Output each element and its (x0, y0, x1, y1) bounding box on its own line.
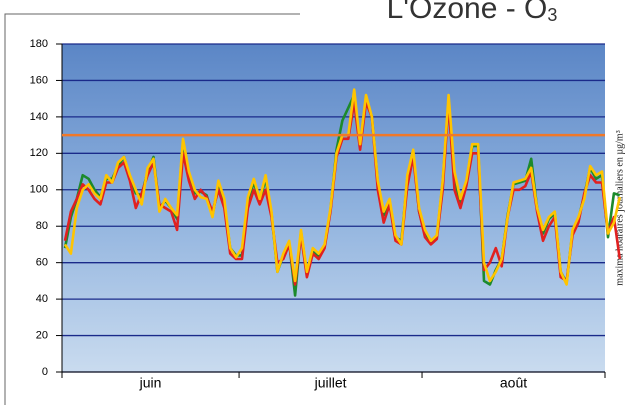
y-tick-label: 180 (30, 38, 48, 50)
chart-title: L'Ozone - O3 (387, 0, 558, 25)
y-tick-label: 40 (36, 293, 48, 305)
x-section-label: juin (139, 375, 162, 391)
y-tick-label: 0 (42, 366, 48, 378)
y-tick-label: 20 (36, 329, 48, 341)
plot-area (62, 44, 605, 372)
chart: L'Ozone - O3 maxima hoaraires journalier… (0, 0, 630, 410)
x-section-label: juillet (314, 375, 347, 391)
y-tick-label: 80 (36, 220, 48, 232)
y-tick-label: 140 (30, 111, 48, 123)
title-sub: 3 (547, 5, 557, 25)
y-tick-label: 60 (36, 257, 48, 269)
y-tick-label: 100 (30, 184, 48, 196)
x-section-label: août (500, 375, 527, 391)
title-main: L'Ozone - O (387, 0, 548, 25)
y-tick-label: 160 (30, 74, 48, 86)
y-tick-label: 120 (30, 147, 48, 159)
